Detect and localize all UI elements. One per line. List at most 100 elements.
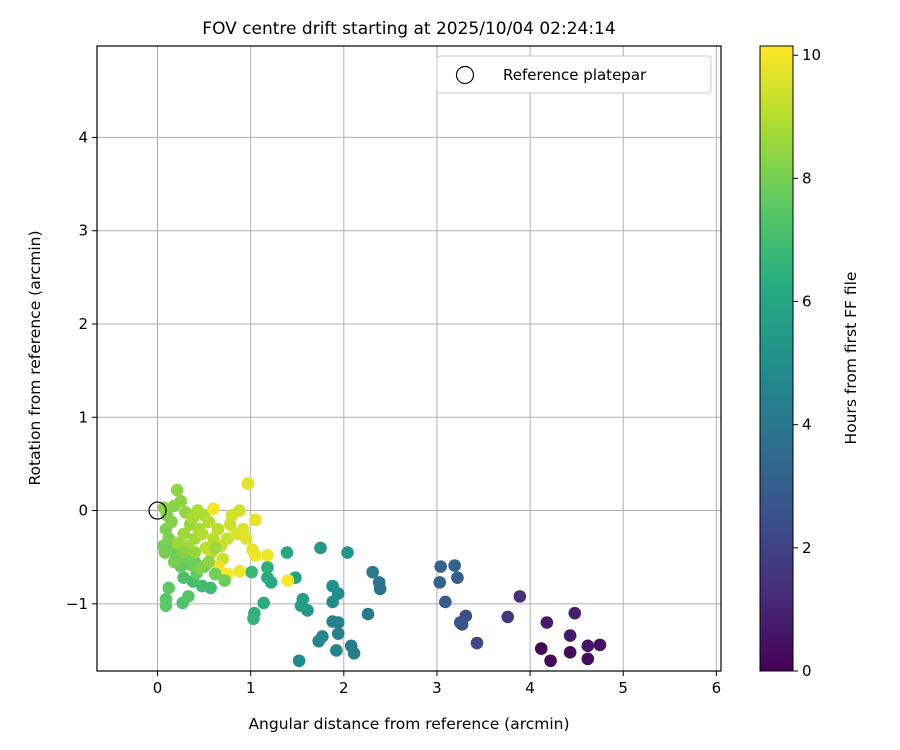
colorbar-ticks: 0 2 4 6 8 10 xyxy=(793,46,821,680)
data-point xyxy=(366,565,379,579)
x-tick-label: 6 xyxy=(712,679,722,697)
data-point xyxy=(439,595,452,609)
data-point xyxy=(294,599,308,613)
data-point xyxy=(174,494,188,508)
y-axis-ticks: −1 0 1 2 3 4 xyxy=(66,128,97,613)
data-points xyxy=(156,477,607,668)
data-point xyxy=(568,606,582,620)
data-point xyxy=(177,546,190,559)
data-point xyxy=(513,590,527,603)
data-point xyxy=(218,574,231,587)
y-tick-label: 1 xyxy=(78,408,88,426)
data-point xyxy=(593,638,607,652)
legend-label: Reference platepar xyxy=(503,66,647,84)
x-tick-label: 4 xyxy=(525,679,535,697)
colorbar-tick-label: 8 xyxy=(802,169,812,187)
data-point xyxy=(239,532,253,545)
data-point xyxy=(341,546,354,559)
legend: Reference platepar xyxy=(436,55,712,94)
colorbar-gradient xyxy=(759,45,794,672)
data-point xyxy=(316,630,329,643)
legend-marker xyxy=(455,65,475,85)
data-point xyxy=(326,615,339,628)
data-point xyxy=(233,504,246,517)
data-point xyxy=(162,581,176,595)
data-point xyxy=(534,642,548,655)
data-point xyxy=(261,571,274,585)
data-point xyxy=(434,560,447,573)
data-point xyxy=(207,502,220,515)
colorbar-tick-label: 4 xyxy=(802,416,812,434)
data-point xyxy=(563,646,577,659)
data-point xyxy=(330,644,343,657)
data-point xyxy=(199,541,213,555)
data-point xyxy=(157,501,171,515)
data-point xyxy=(261,549,274,562)
data-point xyxy=(188,546,202,559)
y-tick-label: −1 xyxy=(66,595,88,613)
data-point xyxy=(331,627,345,640)
data-point xyxy=(202,555,216,569)
data-point xyxy=(170,483,184,497)
data-point xyxy=(314,541,327,555)
data-point xyxy=(223,518,237,531)
data-point xyxy=(540,616,554,629)
data-point xyxy=(372,576,386,589)
data-point xyxy=(344,639,358,653)
data-point xyxy=(181,590,195,603)
colorbar-tick-label: 0 xyxy=(802,662,812,680)
data-point xyxy=(168,555,181,569)
data-point xyxy=(451,571,464,585)
y-tick-label: 2 xyxy=(78,315,88,333)
data-point xyxy=(455,618,469,631)
data-point xyxy=(470,636,484,650)
data-point xyxy=(281,574,295,587)
data-point xyxy=(501,610,515,624)
x-tick-label: 2 xyxy=(339,679,349,697)
x-tick-label: 0 xyxy=(153,679,163,697)
x-axis-label: Angular distance from reference (arcmin) xyxy=(248,715,569,733)
data-point xyxy=(326,579,339,593)
data-point xyxy=(159,599,173,613)
y-tick-label: 3 xyxy=(78,222,88,240)
colorbar: 0 2 4 6 8 10 Hours from first FF file xyxy=(759,45,860,680)
data-point xyxy=(433,576,447,589)
data-point xyxy=(241,477,255,490)
data-point xyxy=(221,532,234,545)
data-point xyxy=(195,579,209,593)
y-tick-label: 0 xyxy=(78,502,88,520)
data-point xyxy=(249,549,262,562)
data-point xyxy=(208,541,222,555)
y-axis-label: Rotation from reference (arcmin) xyxy=(26,230,44,485)
data-point xyxy=(563,629,577,642)
data-point xyxy=(257,596,271,610)
plot-frame xyxy=(96,45,722,672)
data-point xyxy=(292,654,306,668)
data-point xyxy=(208,567,222,581)
data-point xyxy=(177,571,190,585)
x-tick-label: 5 xyxy=(618,679,628,697)
x-tick-label: 3 xyxy=(432,679,442,697)
reference-point xyxy=(148,501,167,520)
y-tick-label: 4 xyxy=(78,128,88,146)
data-point xyxy=(247,612,260,626)
data-point xyxy=(195,527,209,541)
colorbar-tick-label: 6 xyxy=(802,293,812,311)
data-point xyxy=(581,639,595,653)
chart-title: FOV centre drift starting at 2025/10/04 … xyxy=(202,19,615,39)
data-point xyxy=(177,527,190,541)
colorbar-tick-label: 10 xyxy=(802,46,821,64)
data-point xyxy=(249,513,262,527)
x-tick-label: 1 xyxy=(246,679,256,697)
legend-box xyxy=(436,55,712,94)
colorbar-label: Hours from first FF file xyxy=(842,272,860,445)
data-point xyxy=(202,515,216,529)
data-point xyxy=(211,522,225,536)
data-point xyxy=(280,546,294,559)
data-point xyxy=(361,607,375,621)
data-point xyxy=(171,536,185,550)
data-point xyxy=(544,654,557,668)
data-point xyxy=(233,564,246,578)
data-point xyxy=(261,561,274,574)
